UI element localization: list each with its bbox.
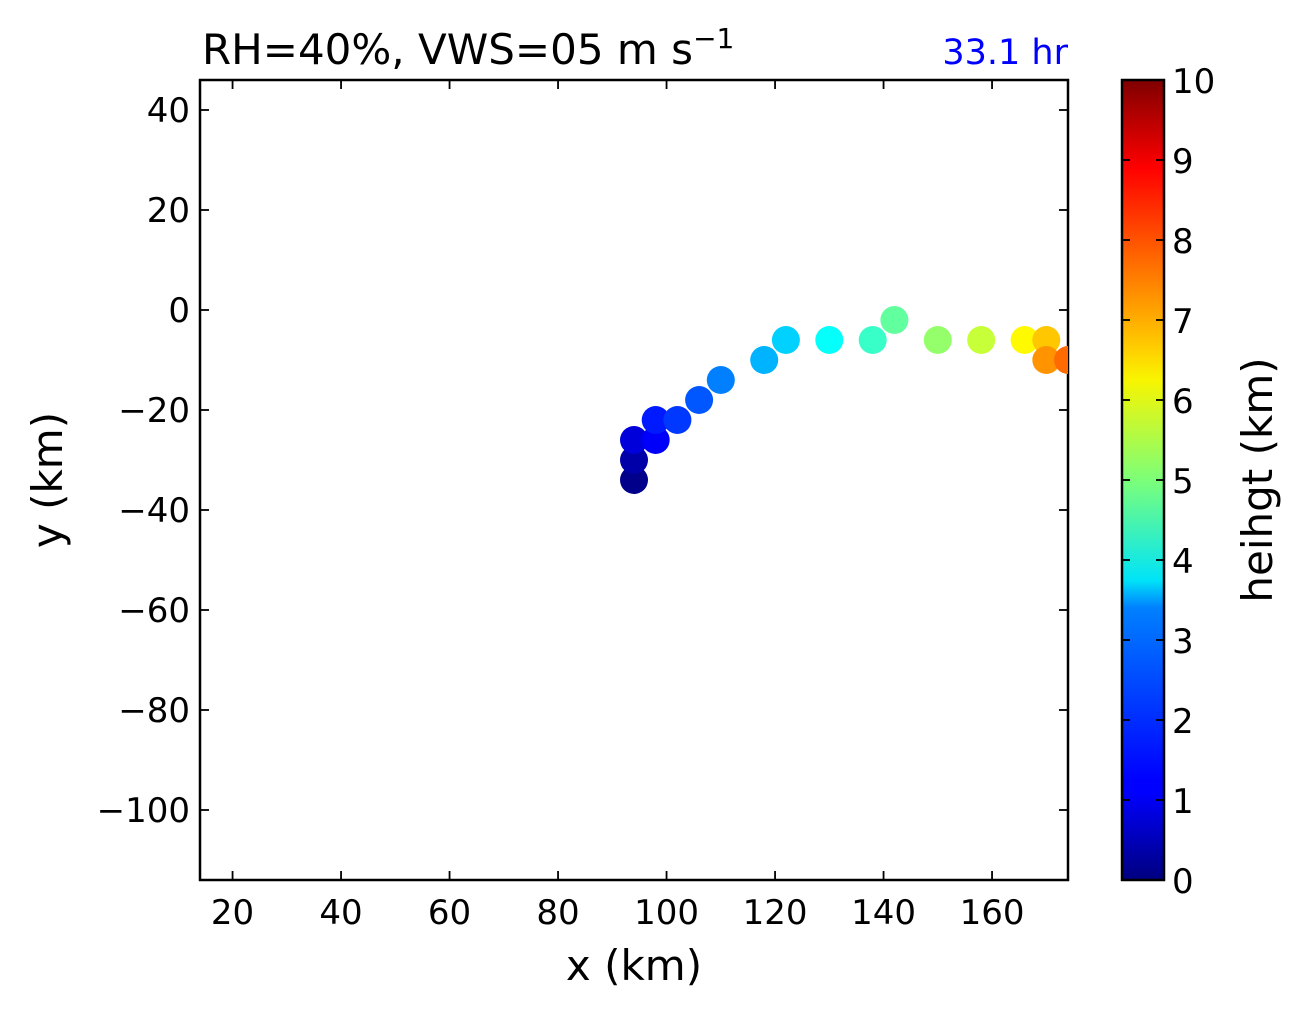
colorbar-tick-label: 2 [1172, 702, 1194, 742]
colorbar-tick-label: 3 [1172, 622, 1194, 662]
trajectory-points [620, 306, 1068, 494]
y-tick-label: −100 [97, 791, 190, 831]
colorbar-tick-label: 5 [1172, 462, 1194, 502]
colorbar-tick-label: 10 [1172, 62, 1215, 102]
x-tick-label: 160 [960, 893, 1025, 933]
colorbar-tick-label: 4 [1172, 542, 1194, 582]
trajectory-point [1032, 346, 1061, 374]
trajectory-point [771, 326, 800, 354]
x-axis-label: x (km) [566, 941, 702, 990]
y-tick-label: 0 [168, 291, 190, 331]
y-tick-label: −40 [118, 491, 190, 531]
y-tick-label: −60 [118, 591, 190, 631]
trajectory-point [641, 406, 670, 434]
trajectory-point [620, 426, 648, 454]
colorbar-tick-label: 0 [1172, 862, 1194, 902]
trajectory-point [1054, 346, 1068, 374]
colorbar-ticks: 0 1 2 3 4 5 6 7 8 9 10 [1122, 62, 1215, 902]
y-tick-label: 20 [147, 191, 190, 231]
trajectory-point [923, 326, 952, 354]
trajectory-point [967, 326, 996, 354]
y-tick-label: −80 [118, 691, 190, 731]
colorbar-label: heihgt (km) [1233, 357, 1282, 602]
chart-title: RH=40%, VWS=05 m s−1 [202, 22, 734, 74]
x-axis-ticks: 20 40 60 80 100 120 140 160 [211, 80, 1025, 933]
colorbar-tick-label: 8 [1172, 222, 1194, 262]
colorbar-tick-label: 6 [1172, 382, 1194, 422]
trajectory-point [641, 426, 670, 454]
x-tick-label: 140 [851, 893, 916, 933]
x-tick-label: 60 [428, 893, 471, 933]
y-axis-label: y (km) [23, 412, 72, 548]
colorbar-tick-label: 1 [1172, 782, 1194, 822]
trajectory-point [620, 446, 648, 474]
trajectory-point [858, 326, 887, 354]
colorbar-tick-label: 9 [1172, 142, 1194, 182]
y-tick-label: 40 [147, 91, 190, 131]
trajectory-point [706, 366, 735, 394]
trajectory-point [880, 306, 909, 334]
trajectory-point [750, 346, 779, 374]
x-tick-label: 40 [319, 893, 362, 933]
x-tick-label: 100 [634, 893, 699, 933]
x-tick-label: 20 [211, 893, 254, 933]
colorbar-tick-label: 7 [1172, 302, 1194, 342]
x-tick-label: 80 [536, 893, 579, 933]
trajectory-point [815, 326, 844, 354]
trajectory-point [620, 466, 648, 494]
trajectory-point [1010, 326, 1039, 354]
time-annotation: 33.1 hr [942, 33, 1068, 73]
x-tick-label: 120 [743, 893, 808, 933]
trajectory-point [685, 386, 714, 414]
trajectory-point [663, 406, 692, 434]
y-axis-ticks: 40 20 0 −20 −40 −60 −80 −100 [97, 91, 1068, 831]
trajectory-point [1032, 326, 1061, 354]
y-tick-label: −20 [118, 391, 190, 431]
